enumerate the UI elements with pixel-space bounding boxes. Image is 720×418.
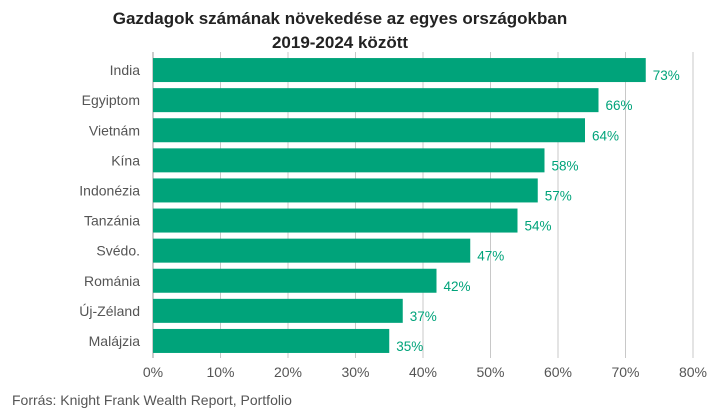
source-note: Forrás: Knight Frank Wealth Report, Port… — [12, 392, 292, 408]
x-tick-label: 70% — [611, 364, 639, 380]
chart-title-line-2: 2019-2024 között — [272, 33, 408, 52]
category-label: Tanzánia — [84, 213, 140, 229]
bar-4 — [153, 178, 538, 203]
category-label: Svédo. — [96, 243, 140, 259]
bar-7 — [153, 268, 437, 293]
data-labels: 73% 66% 64% 58% 57% 54% 47% 42% 37% 35% — [396, 68, 680, 354]
data-label: 64% — [592, 128, 619, 143]
data-label: 57% — [545, 188, 572, 203]
data-label: 47% — [477, 249, 504, 264]
data-label: 54% — [525, 219, 552, 234]
data-label: 58% — [552, 158, 579, 173]
x-tick-label: 30% — [341, 364, 369, 380]
x-tick-label: 50% — [476, 364, 504, 380]
data-label: 37% — [410, 309, 437, 324]
category-label: Indonézia — [79, 182, 140, 198]
x-tick-label: 60% — [544, 364, 572, 380]
category-labels: India Egyiptom Vietnám Kína Indonézia Tanzáni… — [79, 62, 140, 349]
data-label: 66% — [606, 98, 633, 113]
data-label: 42% — [444, 279, 471, 294]
category-label: Vietnám — [89, 122, 140, 138]
x-tick-label: 10% — [206, 364, 234, 380]
bar-9 — [153, 328, 390, 353]
x-tick-label: 20% — [274, 364, 302, 380]
chart-title-line-1: Gazdagok számának növekedése az egyes or… — [113, 9, 567, 28]
bar-8 — [153, 298, 403, 323]
category-label: Románia — [84, 273, 140, 289]
category-label: Új-Zéland — [79, 303, 140, 319]
x-tick-label: 40% — [409, 364, 437, 380]
category-label: Egyiptom — [82, 92, 140, 108]
bar-5 — [153, 208, 518, 233]
x-tick-label: 80% — [679, 364, 707, 380]
data-label: 73% — [653, 68, 680, 83]
x-axis-tick-labels: 0% 10% 20% 30% 40% 50% 60% 70% 80% — [143, 364, 707, 380]
data-label: 35% — [396, 339, 423, 354]
bar-6 — [153, 238, 471, 263]
category-label: Malájzia — [89, 333, 141, 349]
bars — [153, 58, 646, 353]
category-label: Kína — [111, 152, 140, 168]
bar-2 — [153, 118, 585, 143]
bar-1 — [153, 88, 599, 113]
x-tick-label: 0% — [143, 364, 163, 380]
bar-0 — [153, 58, 646, 83]
category-label: India — [110, 62, 141, 78]
bar-3 — [153, 148, 545, 173]
